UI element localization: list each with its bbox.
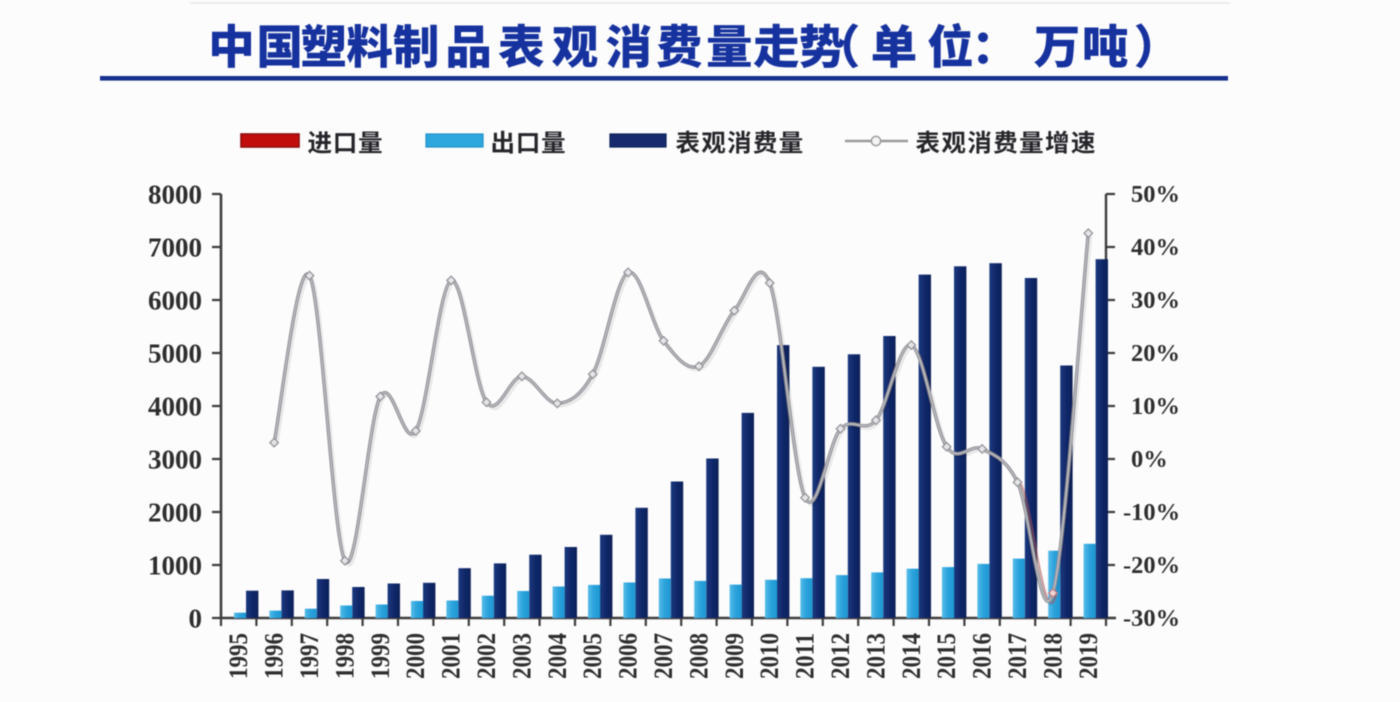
- svg-text:2001: 2001: [437, 633, 466, 679]
- svg-text:50%: 50%: [1131, 181, 1180, 208]
- svg-text:1996: 1996: [260, 633, 289, 679]
- svg-text:0%: 0%: [1131, 446, 1168, 473]
- svg-text:0: 0: [189, 604, 203, 634]
- svg-text:3000: 3000: [148, 445, 202, 475]
- svg-text:2003: 2003: [507, 633, 536, 679]
- svg-text:7000: 7000: [148, 233, 202, 263]
- svg-text:-10%: -10%: [1123, 499, 1180, 526]
- svg-text:8000: 8000: [148, 180, 202, 210]
- svg-text:2015: 2015: [932, 633, 961, 679]
- svg-text:2018: 2018: [1038, 633, 1067, 679]
- svg-text:6000: 6000: [148, 286, 202, 316]
- svg-text:40%: 40%: [1131, 234, 1180, 261]
- svg-text:2013: 2013: [861, 633, 890, 679]
- svg-text:-30%: -30%: [1123, 605, 1180, 632]
- svg-text:1997: 1997: [295, 633, 324, 679]
- svg-text:2010: 2010: [755, 633, 784, 679]
- svg-text:2007: 2007: [649, 633, 678, 679]
- svg-text:2019: 2019: [1074, 633, 1103, 679]
- svg-text:-20%: -20%: [1123, 552, 1180, 579]
- svg-text:1995: 1995: [224, 633, 253, 679]
- svg-text:2005: 2005: [578, 633, 607, 679]
- svg-text:2009: 2009: [720, 633, 749, 679]
- svg-text:4000: 4000: [148, 392, 202, 422]
- svg-text:2004: 2004: [543, 633, 572, 679]
- svg-text:1999: 1999: [366, 633, 395, 679]
- svg-text:2000: 2000: [401, 633, 430, 679]
- svg-text:10%: 10%: [1131, 393, 1180, 420]
- svg-text:1000: 1000: [148, 551, 202, 581]
- svg-text:2014: 2014: [897, 633, 926, 679]
- svg-text:20%: 20%: [1131, 340, 1180, 367]
- svg-text:5000: 5000: [148, 339, 202, 369]
- svg-text:2008: 2008: [684, 633, 713, 679]
- svg-text:2012: 2012: [826, 633, 855, 679]
- svg-text:2017: 2017: [1003, 633, 1032, 679]
- svg-text:1998: 1998: [330, 633, 359, 679]
- svg-text:2016: 2016: [968, 633, 997, 679]
- svg-text:2002: 2002: [472, 633, 501, 679]
- svg-text:30%: 30%: [1131, 287, 1180, 314]
- svg-text:2006: 2006: [614, 633, 643, 679]
- svg-text:2000: 2000: [148, 498, 202, 528]
- svg-text:2011: 2011: [791, 633, 820, 679]
